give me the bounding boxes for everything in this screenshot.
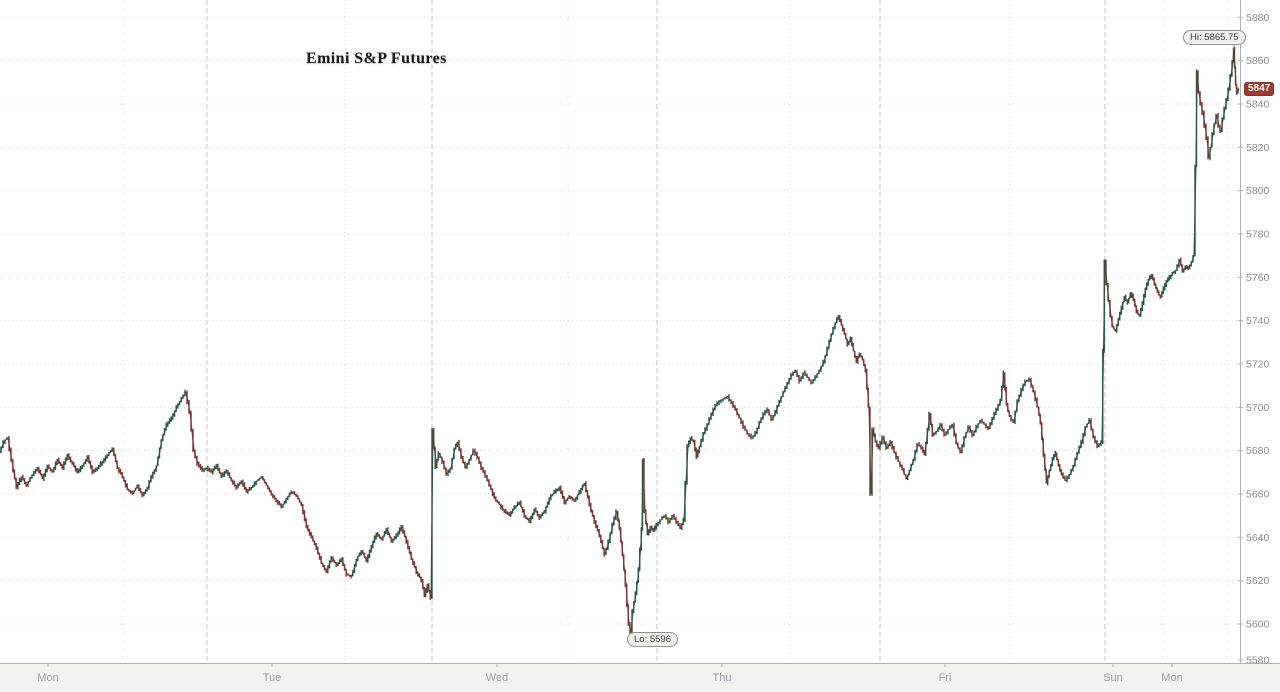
y-axis-tick-label: 5580 xyxy=(1246,655,1270,667)
y-axis-tick-label: 5760 xyxy=(1246,272,1270,284)
y-axis-tick-label: 5680 xyxy=(1246,445,1270,457)
y-axis-tick-label: 5600 xyxy=(1246,619,1270,631)
y-axis-tick-label: 5720 xyxy=(1246,359,1270,371)
y-axis-tick-label: 5820 xyxy=(1246,142,1270,154)
x-axis-day-label: Sun xyxy=(1103,672,1123,684)
high-annotation: Hi: 5865.75 xyxy=(1183,30,1246,45)
x-axis-day-label: Fri xyxy=(939,672,952,684)
y-axis-tick-label: 5620 xyxy=(1246,575,1270,587)
x-axis-day-label: Tue xyxy=(263,672,282,684)
y-axis-tick-label: 5700 xyxy=(1246,402,1270,414)
chart-title: Emini S&P Futures xyxy=(306,50,447,67)
low-annotation: Lo: 5596 xyxy=(627,632,678,647)
x-axis-day-label: Mon xyxy=(1161,672,1182,684)
y-axis-tick-label: 5660 xyxy=(1246,489,1270,501)
x-axis-strip xyxy=(0,664,1280,692)
y-axis-tick-label: 5740 xyxy=(1246,315,1270,327)
y-axis-tick-label: 5780 xyxy=(1246,229,1270,241)
y-axis-tick-label: 5880 xyxy=(1246,12,1270,24)
y-axis-tick-label: 5860 xyxy=(1246,55,1270,67)
y-axis-tick-label: 5640 xyxy=(1246,532,1270,544)
x-axis-day-label: Wed xyxy=(486,672,508,684)
x-axis-day-label: Thu xyxy=(713,672,732,684)
last-price-badge: 5847 xyxy=(1244,81,1275,96)
y-axis-tick-label: 5840 xyxy=(1246,99,1270,111)
y-axis-tick-label: 5800 xyxy=(1246,185,1270,197)
x-axis-day-label: Mon xyxy=(37,672,58,684)
